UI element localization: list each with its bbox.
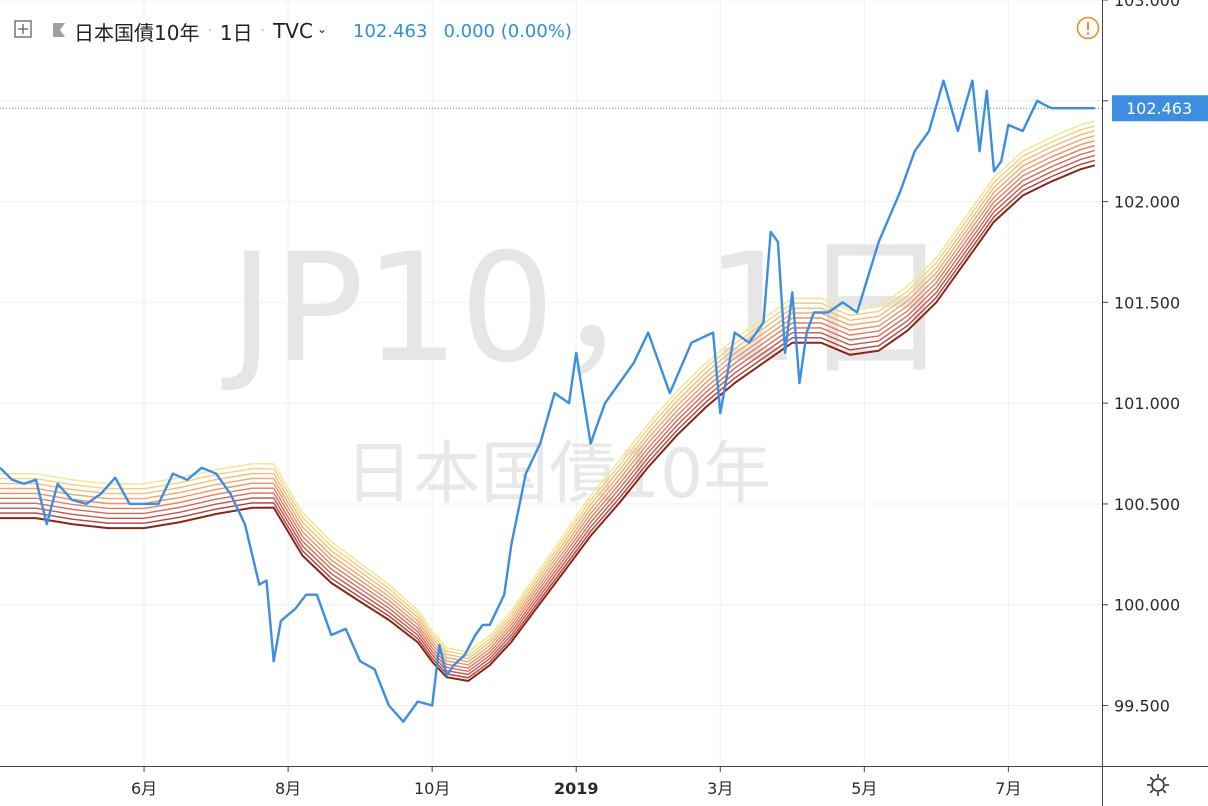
price-axis-tick-label: 103.000	[1114, 0, 1180, 10]
interval-label[interactable]: 1日	[219, 20, 253, 45]
chart-legend-header: 日本国債10年 · 1日 · TVC ⌄ 102.463 0.000 (0.00…	[14, 14, 572, 48]
chart-grid	[0, 0, 1102, 766]
ribbon-band-2	[0, 125, 1095, 657]
time-axis-tick-label: 8月	[275, 779, 301, 798]
watermark-symbol: JP10，1日	[222, 222, 951, 396]
price-line-series	[0, 79, 1095, 723]
last-price-tag-box	[1112, 95, 1208, 122]
ribbon-band-1	[0, 120, 1095, 653]
price-axis-tick-label: 100.500	[1114, 495, 1180, 514]
time-axis-tick-label: 6月	[131, 779, 157, 798]
price-change: 0.000 (0.00%)	[443, 20, 572, 42]
ribbon-band-10	[0, 164, 1096, 682]
price-axis-tick-label: 101.000	[1114, 394, 1180, 413]
price-axis-tick-label: 102.000	[1114, 193, 1180, 212]
time-axis-tick-label: 5月	[851, 779, 877, 798]
source-label[interactable]: TVC	[273, 19, 313, 43]
time-axis[interactable]: 6月 8月 10月 2019 3月 5月 7月	[0, 766, 1208, 798]
time-axis-tick-label: 10月	[414, 779, 450, 798]
ribbon-band-6	[0, 144, 1095, 669]
price-axis-tick-label: 99.500	[1114, 697, 1170, 716]
ribbon-band-4	[0, 135, 1095, 663]
expand-icon[interactable]	[14, 19, 32, 43]
symbol-name[interactable]: 日本国債10年	[74, 20, 200, 45]
separator-dot: ·	[260, 23, 266, 39]
ribbon-band-9	[0, 159, 1095, 679]
separator-dot: ·	[207, 23, 212, 39]
time-axis-tick-label: 7月	[995, 779, 1021, 798]
time-axis-tick-label: 2019	[554, 779, 599, 798]
ribbon-band-5	[0, 140, 1095, 666]
symbol-watermark: JP10，1日 日本国債10年	[222, 222, 951, 514]
flag-icon[interactable]	[52, 19, 66, 43]
warning-icon[interactable]	[1076, 16, 1100, 40]
price-axis[interactable]: 99.500 100.000 100.500 101.000 101.500 102.00…	[1102, 0, 1180, 806]
price-axis-tick-label: 101.500	[1114, 293, 1180, 312]
last-price-tag: 102.463	[1112, 95, 1208, 122]
watermark-name: 日本国債10年	[345, 435, 772, 514]
price-value: 102.463	[353, 20, 428, 42]
ribbon-band-3	[0, 130, 1095, 660]
time-axis-tick-label: 3月	[707, 779, 733, 798]
chevron-down-icon[interactable]: ⌄	[316, 22, 328, 36]
ribbon-band-7	[0, 149, 1095, 673]
ma-ribbon	[0, 120, 1096, 682]
last-price-tag-label: 102.463	[1126, 99, 1192, 118]
price-axis-tick-label: 100.000	[1114, 596, 1180, 615]
settings-gear-icon[interactable]	[1146, 773, 1170, 797]
